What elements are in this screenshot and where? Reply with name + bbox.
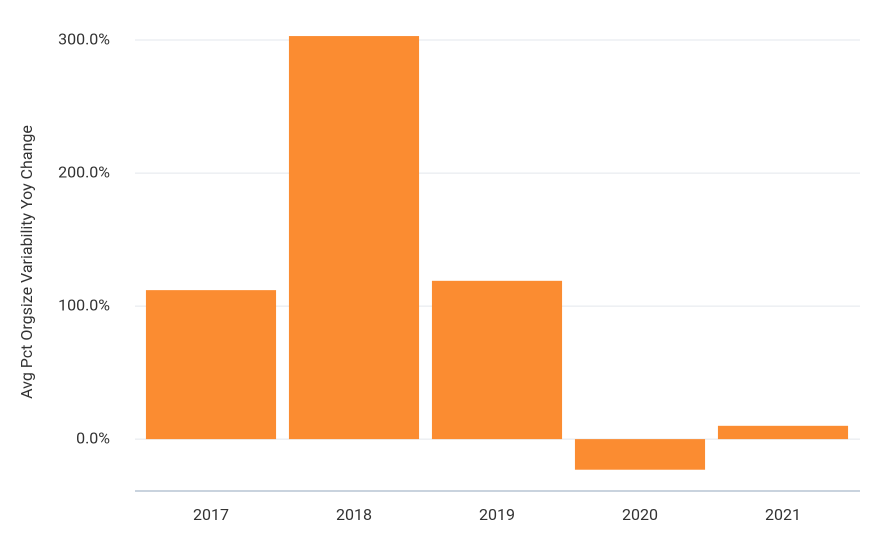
y-tick-label: 300.0% <box>58 29 110 48</box>
x-tick-label: 2017 <box>193 505 229 524</box>
bar <box>717 425 849 440</box>
x-tick-label: 2018 <box>336 505 372 524</box>
y-tick-label: 0.0% <box>76 428 110 447</box>
bar <box>574 439 706 470</box>
y-tick-label: 100.0% <box>58 295 110 314</box>
bar <box>431 280 563 440</box>
y-tick-label: 200.0% <box>58 162 110 181</box>
bar <box>145 290 277 440</box>
x-tick-label: 2019 <box>479 505 515 524</box>
y-axis-label: Avg Pct Orgsize Variability Yoy Change <box>17 125 36 399</box>
x-tick-label: 2021 <box>765 505 801 524</box>
bar <box>288 36 420 440</box>
x-tick-label: 2020 <box>622 505 658 524</box>
